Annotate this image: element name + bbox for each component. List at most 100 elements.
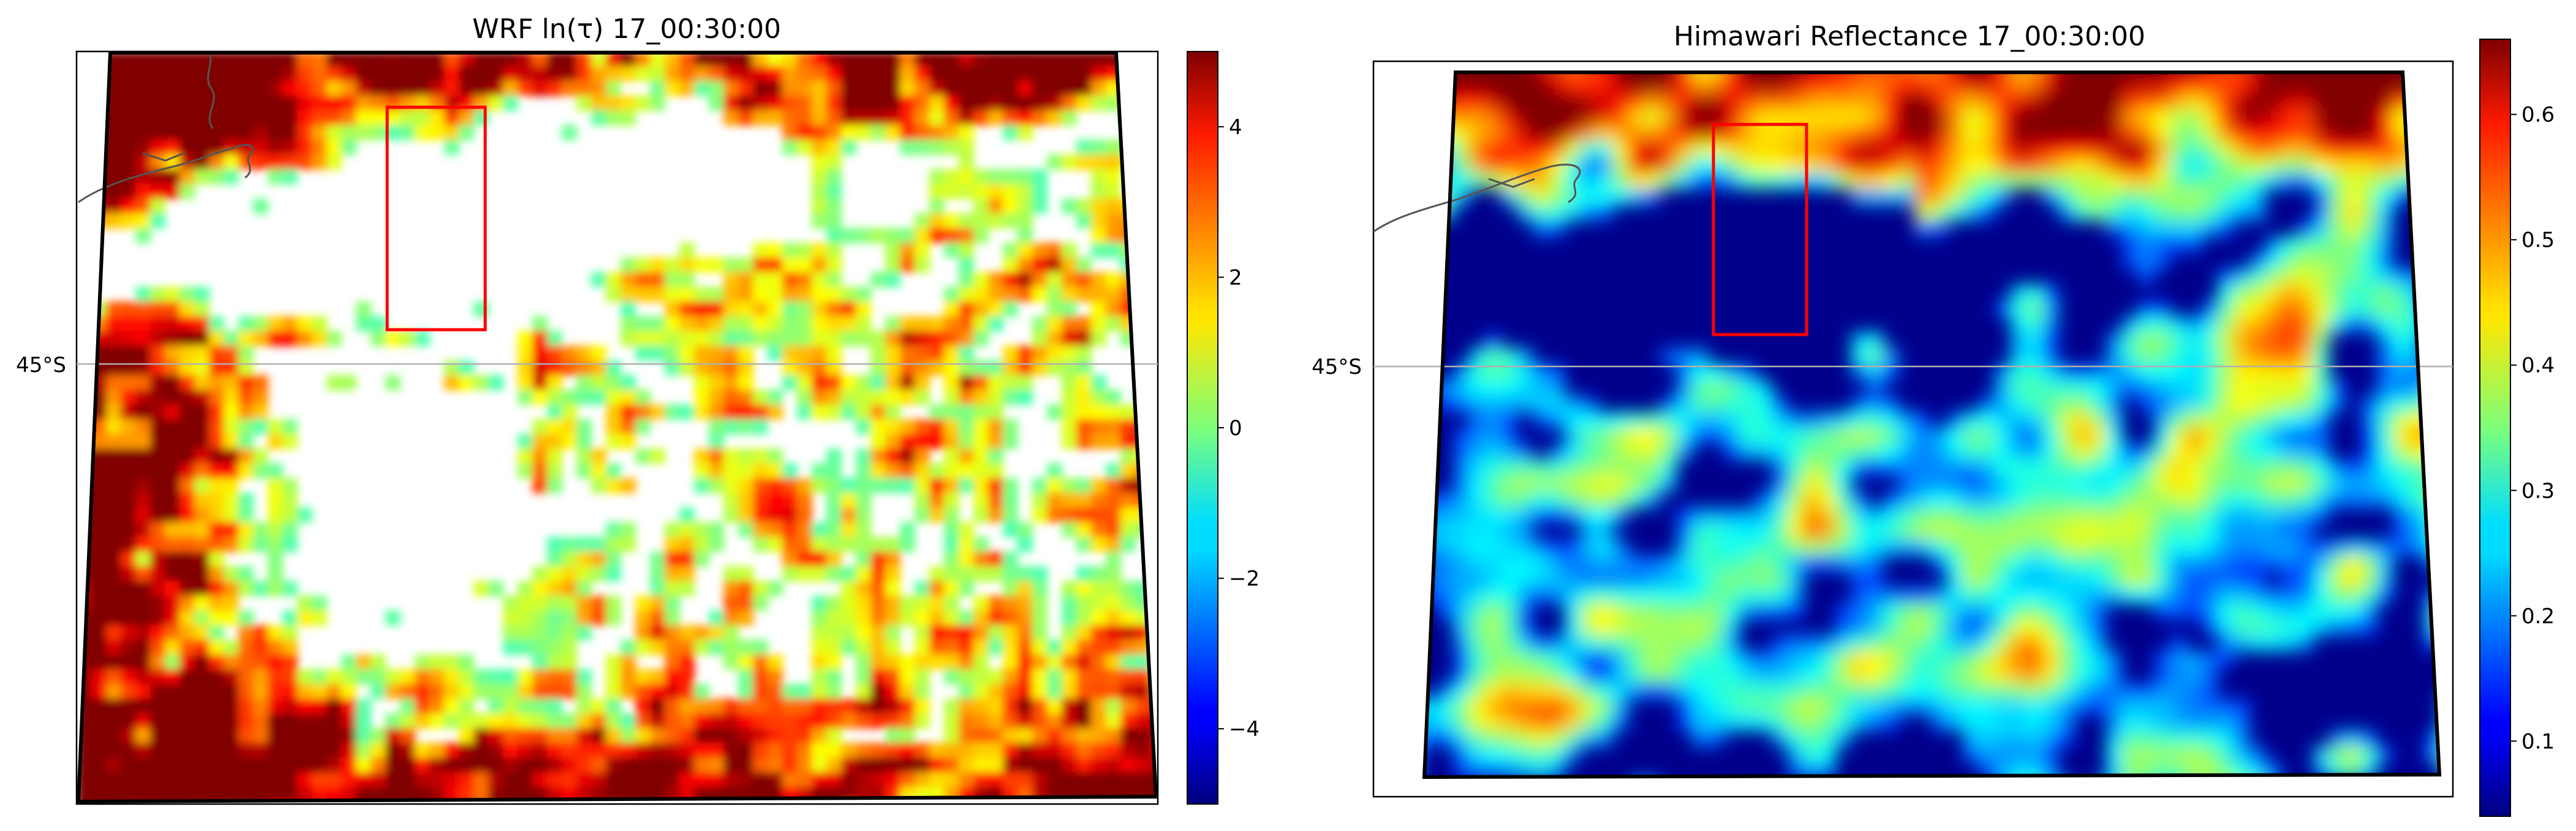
himawari-heatmap-cell <box>1915 603 1932 620</box>
wrf-heatmap-cell <box>679 552 695 567</box>
wrf-heatmap-cell <box>944 346 959 361</box>
himawari-heatmap-cell <box>1517 125 1533 142</box>
wrf-heatmap-cell <box>1091 390 1106 405</box>
wrf-heatmap-cell <box>826 125 842 140</box>
wrf-heatmap-cell <box>1062 581 1077 596</box>
himawari-heatmap-cell <box>1899 93 1916 110</box>
wrf-heatmap-cell <box>165 581 180 596</box>
wrf-heatmap-cell <box>224 669 239 685</box>
wrf-heatmap-cell <box>944 449 959 464</box>
himawari-heatmap-cell <box>2011 635 2027 651</box>
himawari-heatmap-cell <box>1772 715 1788 731</box>
wrf-heatmap-cell <box>78 787 92 802</box>
himawari-heatmap-cell <box>2090 109 2107 126</box>
himawari-heatmap-cell <box>1883 109 1900 126</box>
wrf-heatmap-cell <box>1003 713 1018 729</box>
himawari-heatmap-cell <box>1867 77 1884 94</box>
himawari-heatmap-cell <box>1979 109 1995 126</box>
wrf-heatmap-cell <box>224 404 239 420</box>
himawari-heatmap-cell <box>2313 93 2330 110</box>
himawari-heatmap-cell <box>2186 667 2202 683</box>
wrf-heatmap-cell <box>606 360 621 376</box>
himawari-heatmap-cell <box>1851 173 1868 189</box>
wrf-heatmap-cell <box>356 728 371 743</box>
wrf-heatmap-cell <box>268 699 283 714</box>
himawari-heatmap-cell <box>2058 428 2075 444</box>
wrf-heatmap-cell <box>1076 625 1092 640</box>
wrf-heatmap-cell <box>179 331 195 346</box>
himawari-heatmap-cell <box>2249 72 2266 78</box>
wrf-heatmap-cell <box>915 463 930 479</box>
himawari-heatmap-cell <box>2026 93 2043 110</box>
himawari-heatmap-cell <box>1660 93 1677 110</box>
himawari-heatmap-cell <box>1756 93 1772 110</box>
himawari-heatmap-cell <box>1947 619 1963 636</box>
wrf-heatmap-cell <box>400 53 415 67</box>
himawari-heatmap-cell <box>2234 380 2250 397</box>
wrf-heatmap-cell <box>1106 184 1121 199</box>
wrf-heatmap-cell <box>973 434 989 449</box>
wrf-heatmap-cell <box>209 596 224 611</box>
wrf-heatmap-cell <box>1150 787 1156 802</box>
wrf-heatmap-cell <box>856 640 871 655</box>
himawari-heatmap-cell <box>2218 396 2234 412</box>
wrf-heatmap-cell <box>106 331 121 346</box>
wrf-heatmap-cell <box>768 655 783 670</box>
wrf-heatmap-cell <box>826 743 842 758</box>
wrf-heatmap-cell <box>209 169 224 184</box>
wrf-heatmap-cell <box>929 316 945 332</box>
himawari-heatmap-cell <box>2058 460 2075 476</box>
wrf-heatmap-cell <box>135 655 151 670</box>
himawari-heatmap-cell <box>1485 619 1501 636</box>
wrf-heatmap-cell <box>841 537 856 552</box>
himawari-heatmap-cell <box>2345 571 2362 588</box>
wrf-heatmap-cell <box>1018 169 1033 184</box>
himawari-heatmap-cell <box>2026 635 2043 651</box>
wrf-heatmap-cell <box>518 434 533 449</box>
wrf-heatmap-cell <box>768 463 783 479</box>
himawari-heatmap-cell <box>1469 412 1486 428</box>
wrf-heatmap-cell <box>871 699 886 714</box>
himawari-heatmap-cell <box>2393 268 2409 285</box>
himawari-heatmap-cell <box>2090 72 2107 78</box>
wrf-heatmap-cell <box>1062 684 1077 699</box>
himawari-heatmap-cell <box>2026 460 2043 476</box>
himawari-heatmap-cell <box>2377 746 2393 763</box>
himawari-heatmap-cell <box>2186 316 2202 333</box>
wrf-heatmap-cell <box>1003 272 1018 287</box>
himawari-heatmap-cell <box>2106 221 2123 237</box>
wrf-heatmap-cell <box>135 96 151 111</box>
wrf-heatmap-cell <box>312 669 327 685</box>
wrf-heatmap-cell <box>400 66 415 82</box>
wrf-heatmap-cell <box>1003 81 1018 96</box>
wrf-heatmap-cell <box>885 390 901 405</box>
wrf-heatmap-cell <box>1003 199 1018 214</box>
himawari-heatmap-cell <box>2170 205 2186 221</box>
himawari-heatmap-cell <box>2345 746 2362 763</box>
himawari-heatmap-cell <box>1501 715 1517 731</box>
wrf-heatmap-cell <box>78 772 92 787</box>
wrf-heatmap-cell <box>738 684 754 699</box>
himawari-heatmap-cell <box>1581 523 1597 540</box>
wrf-heatmap-cell <box>856 610 871 626</box>
himawari-heatmap-cell <box>2122 491 2139 508</box>
wrf-heatmap-cell <box>429 66 445 82</box>
himawari-heatmap-cell <box>2249 523 2266 540</box>
himawari-heatmap-cell <box>2170 683 2186 699</box>
himawari-heatmap-cell <box>1596 715 1613 731</box>
himawari-heatmap-cell <box>2011 603 2027 620</box>
wrf-heatmap-cell <box>679 257 695 273</box>
wrf-heatmap-cell <box>297 669 312 685</box>
himawari-heatmap-cell <box>2234 348 2250 365</box>
wrf-heatmap-cell <box>591 596 606 611</box>
wrf-heatmap-cell <box>194 404 210 420</box>
himawari-heatmap-cell <box>2106 523 2123 540</box>
himawari-heatmap-cell <box>1899 412 1916 428</box>
himawari-heatmap-cell <box>1692 730 1709 747</box>
wrf-heatmap-cell <box>224 478 239 493</box>
wrf-heatmap-cell <box>679 772 695 787</box>
himawari-heatmap-cell <box>1995 72 2011 78</box>
himawari-heatmap-cell <box>1995 539 2011 556</box>
himawari-heatmap-cell <box>2265 268 2282 285</box>
wrf-heatmap-cell <box>444 53 459 67</box>
